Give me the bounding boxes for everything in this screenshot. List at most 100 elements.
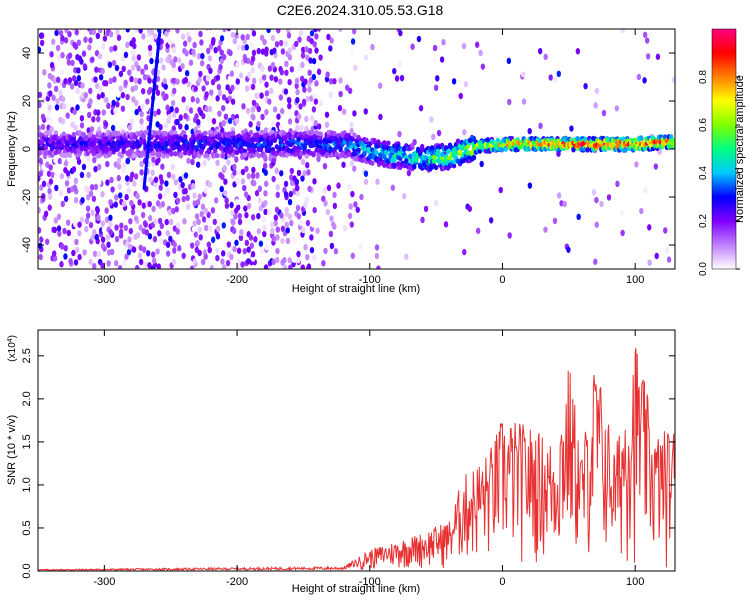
spectrogram-cell	[63, 29, 66, 30]
spectrogram-cell	[614, 105, 620, 112]
spectrogram-cell	[420, 216, 425, 224]
spectrogram-cell	[382, 162, 387, 168]
spectrogram-cell	[548, 74, 553, 81]
spectrogram-cell	[202, 160, 207, 167]
spectrogram-cell	[300, 264, 305, 269]
spectrogram-cell	[294, 40, 299, 48]
spectrogram-cell	[299, 75, 305, 82]
spectrogram-cell	[279, 212, 284, 219]
spectrogram-cell	[287, 102, 292, 110]
spectrogram-cell	[191, 48, 196, 56]
spectrogram-cell	[287, 78, 292, 86]
spectrogram-cell	[53, 85, 59, 93]
spectrogram-cell	[264, 81, 269, 88]
x-tick-label: -100	[359, 576, 381, 588]
spectrogram-cell	[284, 152, 290, 158]
spectrogram-cell	[352, 110, 357, 117]
spectrogram-cell	[645, 53, 651, 60]
spectrogram-cell	[186, 157, 191, 164]
spectrogram-cell	[299, 124, 304, 132]
spectrogram-cell	[144, 229, 150, 236]
spectrogram-cell	[328, 146, 333, 152]
spectrogram-cell	[80, 197, 85, 204]
spectrogram-cell	[164, 93, 169, 100]
spectrogram-cell	[135, 232, 141, 239]
spectrogram-cell	[300, 61, 305, 69]
spectrogram-cell	[358, 243, 363, 250]
spectrogram-cell	[441, 38, 446, 46]
spectrogram-cell	[181, 129, 186, 136]
spectrogram-cell	[229, 253, 234, 261]
spectrogram-cell	[223, 113, 229, 120]
spectrogram-cell	[48, 90, 53, 97]
spectrogram-cell	[289, 66, 295, 73]
spectrogram-cell	[378, 113, 383, 121]
spectrogram-cell	[216, 83, 222, 91]
spectrogram-cell	[204, 105, 209, 113]
spectrogram-cell	[198, 234, 203, 241]
spectrogram-cell	[159, 38, 164, 45]
spectrogram-cell	[120, 105, 126, 112]
spectrogram-cell	[67, 52, 73, 59]
spectrogram-cell	[341, 161, 346, 168]
spectrogram-cell	[252, 180, 257, 187]
spectrogram-cell	[384, 150, 389, 156]
spectrogram-cell	[76, 75, 82, 82]
spectrogram-cell	[215, 159, 220, 167]
spectrogram-cell	[376, 265, 381, 269]
spectrogram-cell	[155, 89, 161, 96]
spectrogram-cell	[38, 227, 42, 234]
spectrogram-cell	[179, 151, 184, 157]
spectrogram-cell	[433, 164, 439, 171]
spectrogram-cell	[98, 85, 103, 92]
spectrogram-cell	[251, 49, 257, 57]
spectrogram-cell	[159, 222, 164, 230]
spectrogram-cell	[498, 186, 503, 194]
spectrogram-cell	[221, 222, 226, 229]
spectrogram-cell	[178, 176, 183, 183]
spectrogram-cell	[138, 224, 143, 231]
spectrogram-cell	[153, 176, 159, 183]
spectrogram-cell	[297, 113, 302, 120]
spectrogram-cell	[49, 51, 54, 58]
spectrogram-cell	[51, 38, 56, 45]
spectrogram-cell	[623, 147, 628, 153]
spectrogram-cell	[72, 184, 78, 191]
spectrogram-cell	[308, 57, 313, 64]
spectrogram-cell	[145, 98, 150, 105]
spectrogram-cell	[79, 216, 85, 223]
spectrogram-cell	[180, 33, 186, 40]
spectrogram-cell	[521, 71, 526, 78]
spectrogram-cell	[153, 130, 158, 136]
spectrogram-cell	[271, 120, 276, 128]
spectrogram-cell	[215, 74, 221, 81]
spectrogram-cell	[108, 199, 113, 206]
spectrogram-cell	[73, 196, 79, 204]
spectrogram-cell	[105, 234, 110, 241]
spectrogram-cell	[439, 56, 445, 63]
spectrogram-cell	[59, 172, 65, 180]
spectrogram-cell	[225, 84, 230, 91]
spectrogram-cell	[279, 69, 285, 76]
spectrogram-cell	[100, 191, 105, 198]
spectrogram-cell	[479, 160, 484, 168]
spectrogram-cell	[80, 82, 85, 89]
spectrogram-cell	[125, 41, 130, 49]
snr-series-line	[38, 347, 675, 571]
spectrogram-cell	[488, 217, 494, 224]
spectrogram-cell	[147, 233, 153, 240]
spectrogram-cell	[130, 171, 135, 178]
spectrogram-cell	[328, 78, 334, 85]
spectrogram-cell	[170, 163, 176, 171]
spectrogram-cell	[63, 37, 69, 44]
spectrogram-cell	[134, 99, 139, 107]
spectrogram-cell	[443, 221, 449, 228]
spectrogram-cell	[196, 218, 201, 226]
spectrogram-cell	[119, 222, 124, 229]
spectrogram-cell	[91, 195, 97, 203]
spectrogram-cell	[94, 66, 99, 73]
spectrogram-cell	[263, 180, 269, 187]
spectrogram-cell	[439, 151, 445, 158]
spectrogram-cell	[87, 132, 92, 138]
spectrogram-cell	[270, 227, 275, 235]
